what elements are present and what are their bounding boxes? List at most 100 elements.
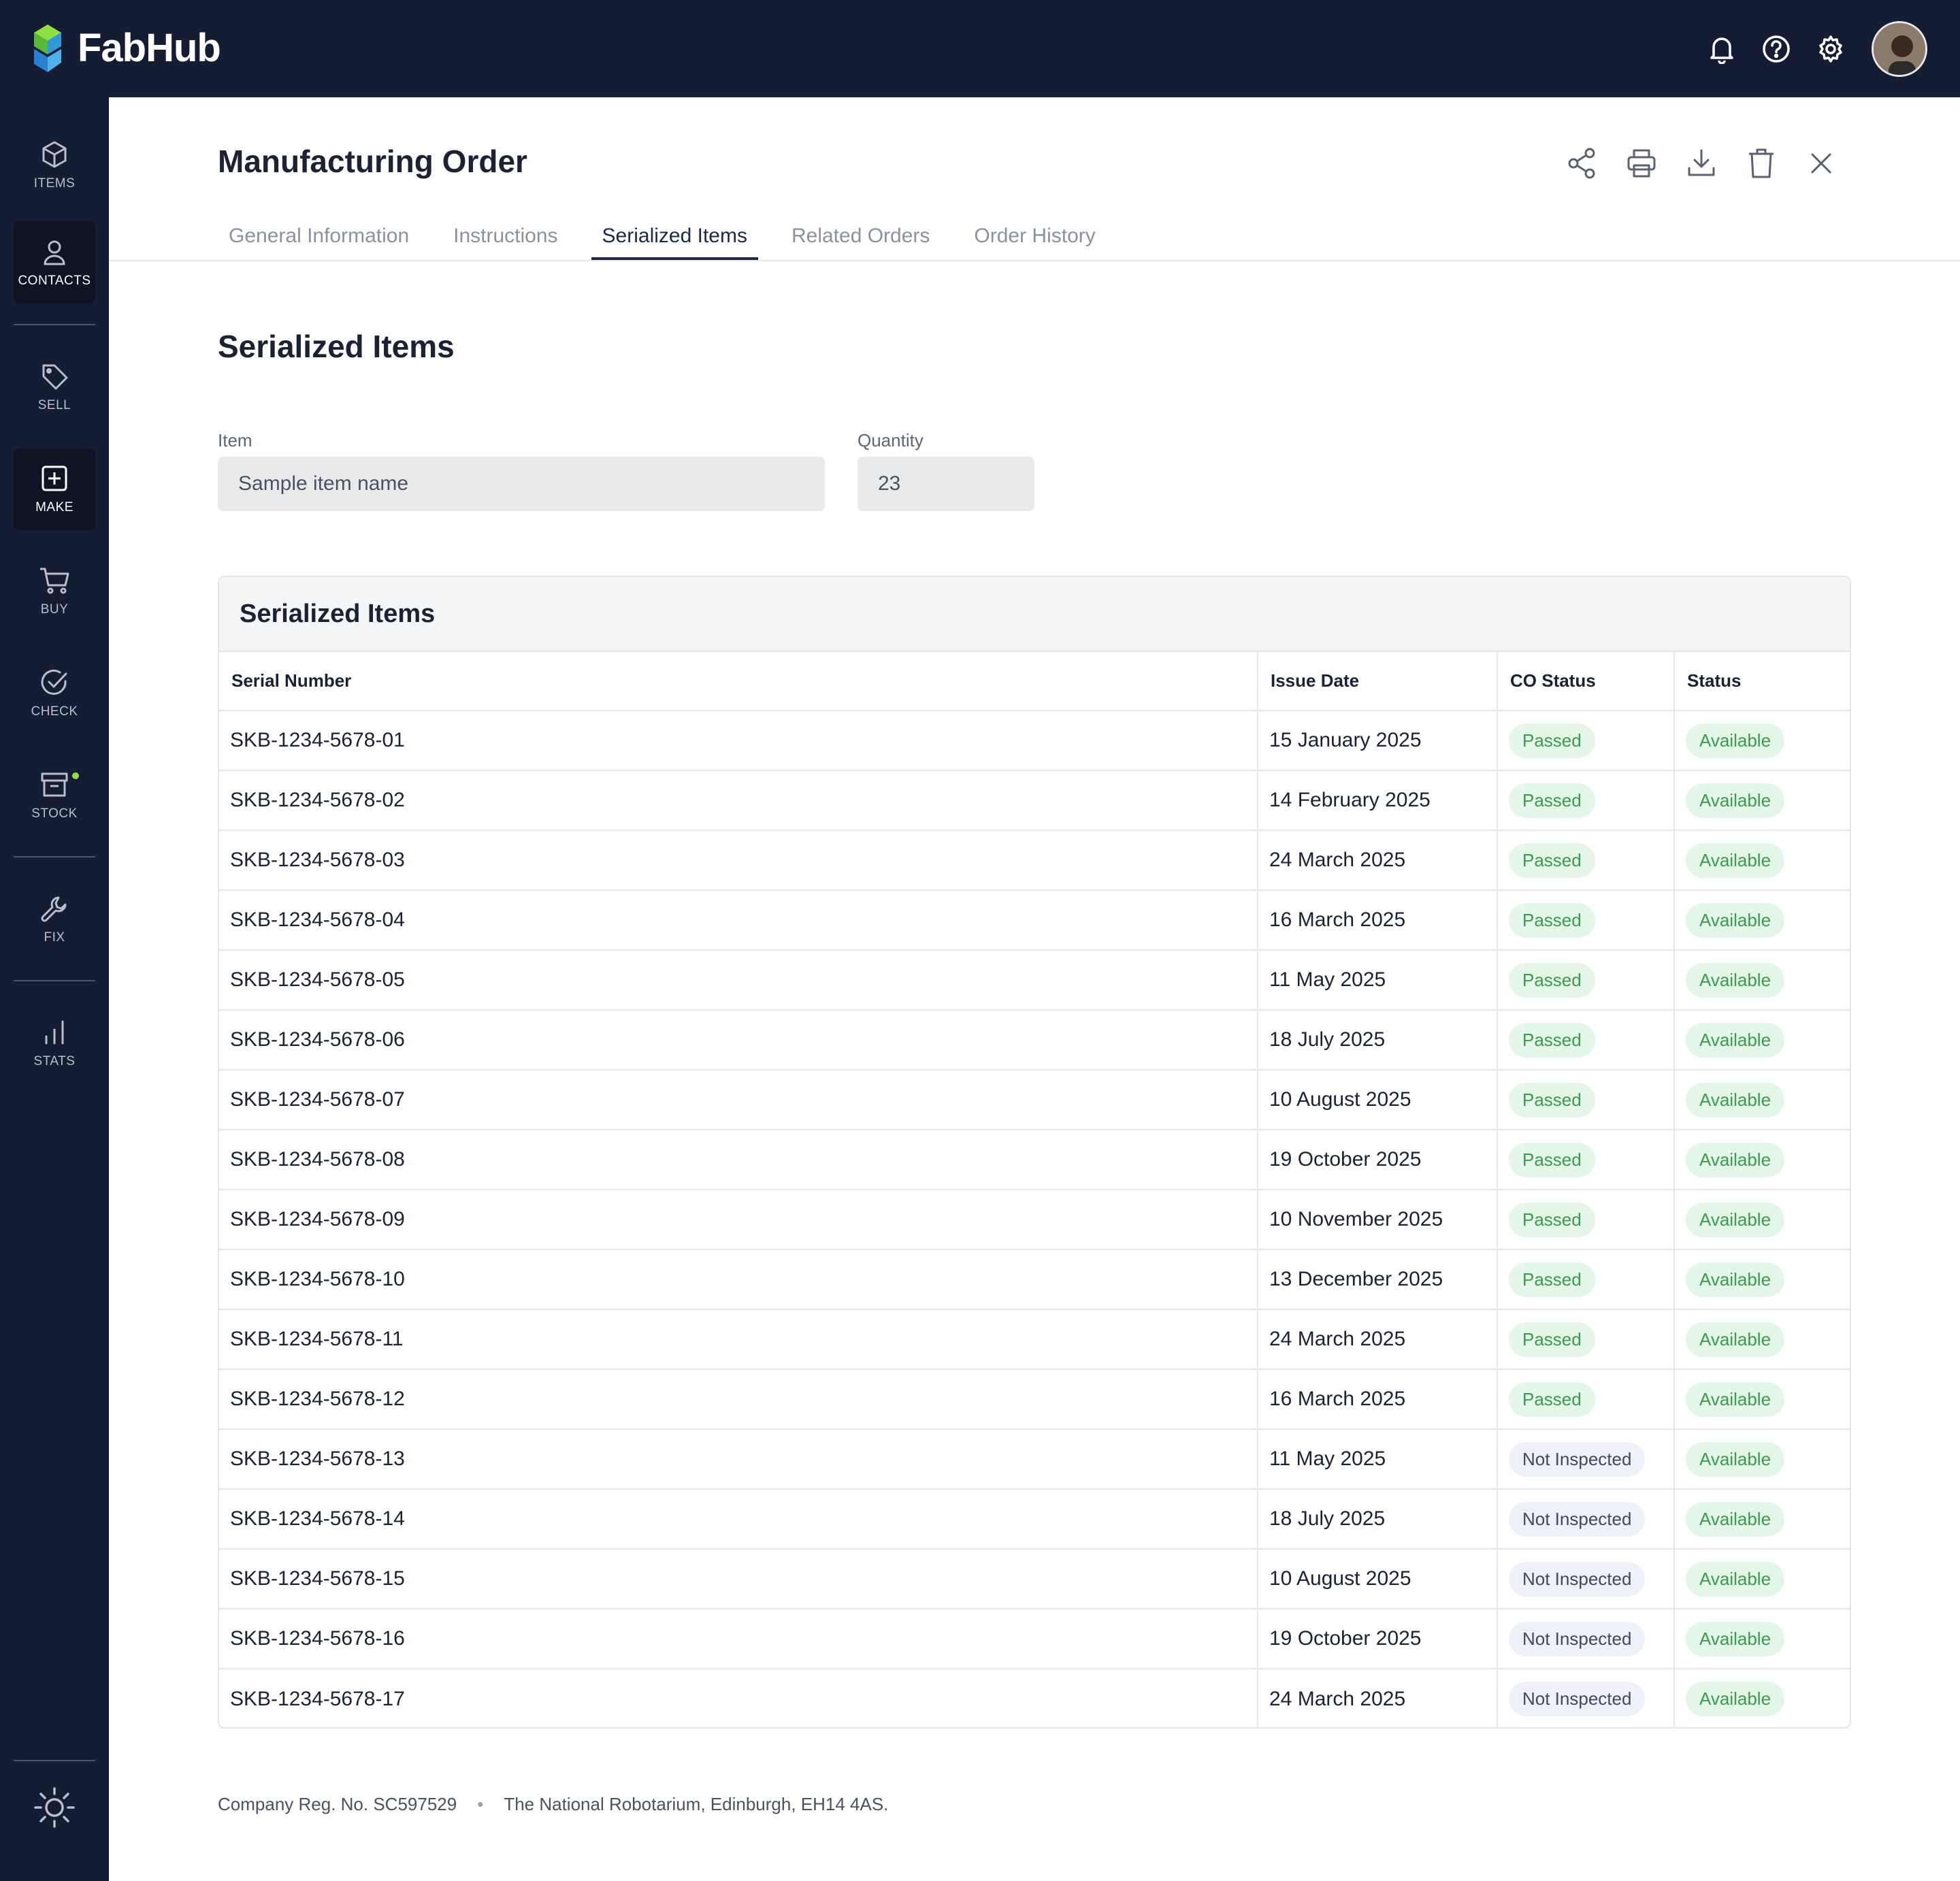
table-row[interactable]: SKB-1234-5678-06 18 July 2025 Passed Availa… xyxy=(219,1010,1850,1070)
status-badge: Available xyxy=(1686,1501,1785,1537)
theme-toggle[interactable] xyxy=(14,1770,95,1845)
section-title: Serialized Items xyxy=(218,329,455,364)
download-button[interactable] xyxy=(1671,143,1731,184)
table-row[interactable]: SKB-1234-5678-05 11 May 2025 Passed Availab… xyxy=(219,950,1850,1011)
table-row[interactable]: SKB-1234-5678-07 10 August 2025 Passed Avai… xyxy=(219,1070,1850,1130)
co-status-badge: Passed xyxy=(1509,843,1595,878)
delete-button[interactable] xyxy=(1731,143,1791,184)
sidebar-divider xyxy=(14,980,95,981)
sidebar-item-sell[interactable]: SELL xyxy=(14,346,95,428)
table-row[interactable]: SKB-1234-5678-04 16 March 2025 Passed Avail… xyxy=(219,890,1850,951)
co-status-cell: Not Inspected xyxy=(1497,1609,1675,1669)
footer: Company Reg. No. SC597529 • The National… xyxy=(218,1794,888,1815)
table-row[interactable]: SKB-1234-5678-16 19 October 2025 Not Inspe… xyxy=(219,1609,1850,1669)
column-header-serial-number[interactable]: Serial Number xyxy=(219,652,1258,711)
plus-square-icon xyxy=(42,465,67,491)
avatar[interactable] xyxy=(1872,21,1927,77)
serial-number-cell: SKB-1234-5678-10 xyxy=(219,1249,1258,1310)
table-row[interactable]: SKB-1234-5678-13 11 May 2025 Not Inspected… xyxy=(219,1429,1850,1490)
sidebar-item-items[interactable]: ITEMS xyxy=(14,125,95,206)
table-row[interactable]: SKB-1234-5678-15 10 August 2025 Not Inspec… xyxy=(219,1549,1850,1609)
co-status-badge: Passed xyxy=(1509,1082,1595,1117)
column-header-issue-date[interactable]: Issue Date xyxy=(1258,652,1498,711)
issue-date-cell: 19 October 2025 xyxy=(1258,1130,1498,1190)
status-badge: Available xyxy=(1686,902,1785,938)
co-status-badge: Passed xyxy=(1509,1381,1595,1417)
archive-icon xyxy=(41,772,68,797)
quantity-field[interactable]: 23 xyxy=(858,457,1034,511)
co-status-cell: Passed xyxy=(1497,1190,1675,1250)
tab-order-history[interactable]: Order History xyxy=(974,225,1096,247)
status-cell: Available xyxy=(1674,830,1850,891)
co-status-cell: Passed xyxy=(1497,890,1675,951)
sidebar: ITEMS CONTACTS SELL MAKE BUY CHECK STOCK… xyxy=(0,97,109,1881)
company-reg: Company Reg. No. SC597529 xyxy=(218,1794,457,1814)
sidebar-item-contacts[interactable]: CONTACTS xyxy=(14,222,95,304)
status-badge: Available xyxy=(1686,1682,1785,1716)
status-cell: Available xyxy=(1674,1309,1850,1370)
bar-chart-icon xyxy=(45,1020,64,1045)
share-button[interactable] xyxy=(1552,143,1612,184)
sidebar-item-stats[interactable]: STATS xyxy=(14,1002,95,1084)
issue-date-cell: 24 March 2025 xyxy=(1258,1669,1498,1727)
company-address: The National Robotarium, Edinburgh, EH14… xyxy=(504,1794,889,1814)
sidebar-item-label: FIX xyxy=(44,930,65,945)
sidebar-divider xyxy=(14,324,95,325)
co-status-badge: Passed xyxy=(1509,1202,1595,1237)
table-row[interactable]: SKB-1234-5678-08 19 October 2025 Passed Ava… xyxy=(219,1130,1850,1190)
serial-number-cell: SKB-1234-5678-14 xyxy=(219,1489,1258,1550)
co-status-cell: Passed xyxy=(1497,770,1675,831)
table-row[interactable]: SKB-1234-5678-10 13 December 2025 Passed Av… xyxy=(219,1249,1850,1310)
cart-icon xyxy=(40,568,69,594)
sidebar-item-stock[interactable]: STOCK xyxy=(14,755,95,836)
serial-number-cell: SKB-1234-5678-09 xyxy=(219,1190,1258,1250)
sidebar-item-label: MAKE xyxy=(35,500,74,514)
status-cell: Available xyxy=(1674,710,1850,771)
co-status-cell: Not Inspected xyxy=(1497,1549,1675,1609)
serial-number-cell: SKB-1234-5678-08 xyxy=(219,1130,1258,1190)
serial-number-cell: SKB-1234-5678-02 xyxy=(219,770,1258,831)
serial-number-cell: SKB-1234-5678-15 xyxy=(219,1549,1258,1609)
sidebar-item-make[interactable]: MAKE xyxy=(14,448,95,530)
print-button[interactable] xyxy=(1612,143,1671,184)
co-status-cell: Passed xyxy=(1497,1369,1675,1430)
column-header-status[interactable]: Status xyxy=(1674,652,1850,711)
status-cell: Available xyxy=(1674,1190,1850,1250)
serial-number-cell: SKB-1234-5678-01 xyxy=(219,710,1258,771)
tab-instructions[interactable]: Instructions xyxy=(453,225,558,247)
sidebar-item-check[interactable]: CHECK xyxy=(14,653,95,734)
sidebar-item-fix[interactable]: FIX xyxy=(14,879,95,960)
footer-separator: • xyxy=(477,1794,484,1814)
fabhub-logo[interactable]: FabHub xyxy=(30,19,221,76)
table-row[interactable]: SKB-1234-5678-17 24 March 2025 Not Inspect… xyxy=(219,1669,1850,1727)
sidebar-item-buy[interactable]: BUY xyxy=(14,551,95,632)
issue-date-cell: 18 July 2025 xyxy=(1258,1489,1498,1550)
issue-date-cell: 24 March 2025 xyxy=(1258,1309,1498,1370)
co-status-badge: Passed xyxy=(1509,902,1595,938)
tab-general-information[interactable]: General Information xyxy=(229,225,410,247)
table-row[interactable]: SKB-1234-5678-01 15 January 2025 Passed Ava… xyxy=(219,710,1850,771)
table-row[interactable]: SKB-1234-5678-14 18 July 2025 Not Inspecte… xyxy=(219,1489,1850,1550)
item-field[interactable]: Sample item name xyxy=(218,457,825,511)
status-badge: Available xyxy=(1686,962,1785,998)
status-cell: Available xyxy=(1674,1249,1850,1310)
help-icon[interactable] xyxy=(1749,20,1803,78)
status-cell: Available xyxy=(1674,1369,1850,1430)
table-row[interactable]: SKB-1234-5678-02 14 February 2025 Passed Av… xyxy=(219,770,1850,831)
co-status-badge: Not Inspected xyxy=(1509,1682,1646,1716)
column-header-co-status[interactable]: CO Status xyxy=(1497,652,1675,711)
close-button[interactable] xyxy=(1791,143,1851,184)
tab-serialized-items[interactable]: Serialized Items xyxy=(591,218,759,260)
table-row[interactable]: SKB-1234-5678-11 24 March 2025 Passed Avail… xyxy=(219,1309,1850,1370)
co-status-cell: Passed xyxy=(1497,1070,1675,1130)
co-status-badge: Not Inspected xyxy=(1509,1561,1646,1597)
co-status-cell: Passed xyxy=(1497,710,1675,771)
table-row[interactable]: SKB-1234-5678-03 24 March 2025 Passed Avail… xyxy=(219,830,1850,891)
table-row[interactable]: SKB-1234-5678-12 16 March 2025 Passed Avail… xyxy=(219,1369,1850,1430)
bell-icon[interactable] xyxy=(1695,20,1749,78)
gear-icon[interactable] xyxy=(1803,20,1858,78)
table-row[interactable]: SKB-1234-5678-09 10 November 2025 Passed Av… xyxy=(219,1190,1850,1250)
tab-related-orders[interactable]: Related Orders xyxy=(791,225,930,247)
co-status-badge: Passed xyxy=(1509,1262,1595,1297)
sidebar-divider xyxy=(14,856,95,857)
